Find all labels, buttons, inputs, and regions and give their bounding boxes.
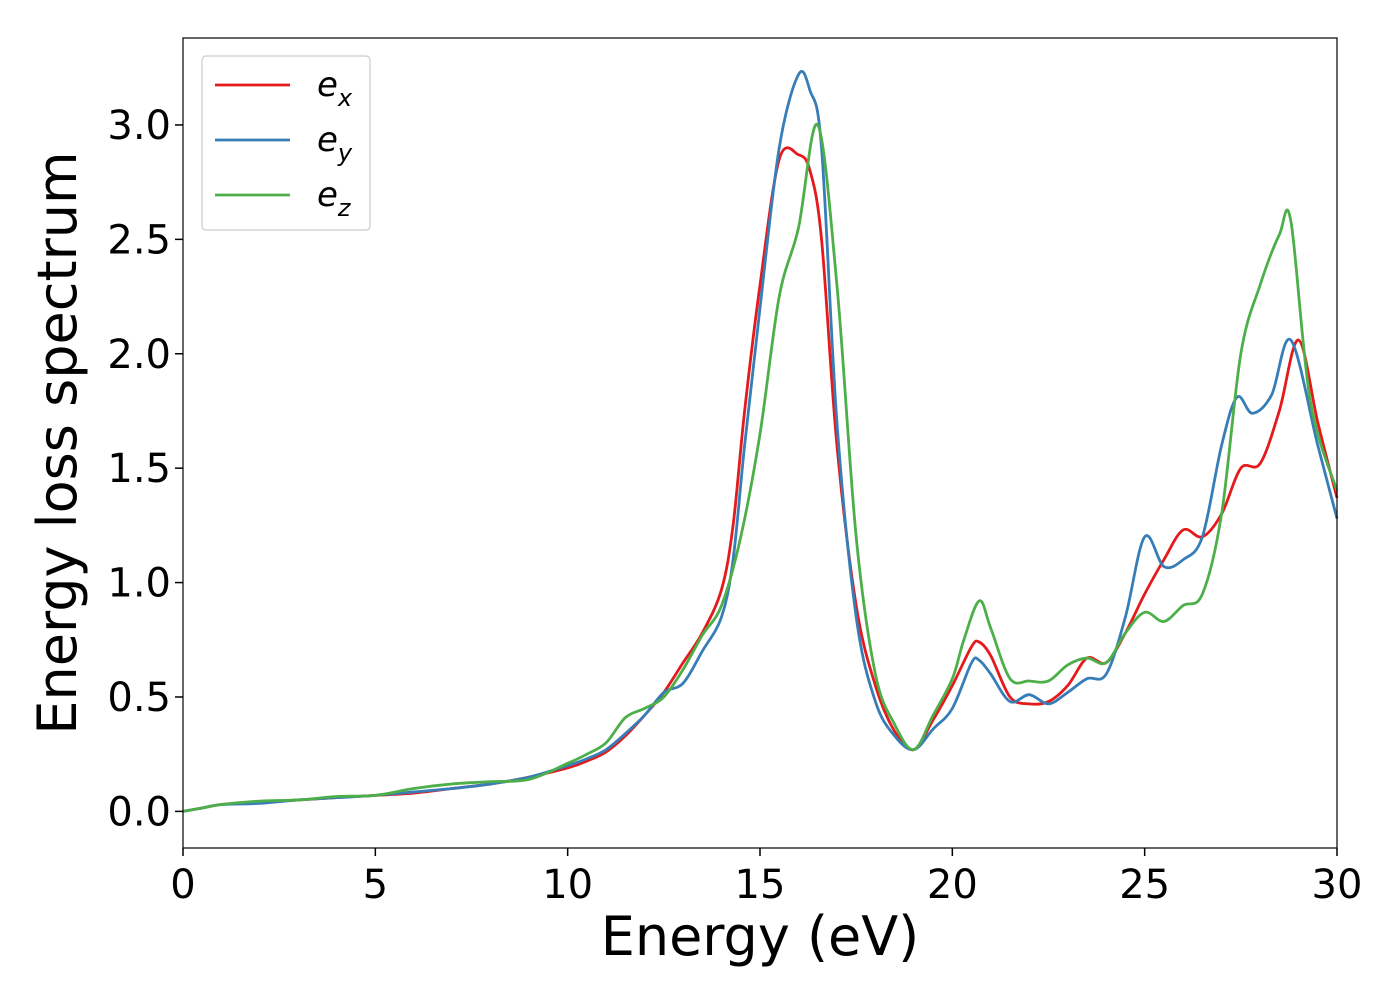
- legend-box: [201, 55, 371, 231]
- y-tick-label: 1.5: [107, 446, 171, 492]
- x-tick-label: 10: [542, 862, 593, 908]
- y-axis-label: Energy loss spectrum: [26, 151, 89, 734]
- y-tick-label: 2.0: [107, 332, 171, 378]
- x-tick-label: 5: [363, 862, 388, 908]
- plot-area: [183, 38, 1337, 848]
- x-axis-ticks: 0 5 10 15 20 25 30: [170, 848, 1362, 908]
- y-tick-label: 1.0: [107, 561, 171, 607]
- x-tick-label: 30: [1312, 862, 1363, 908]
- x-tick-label: 15: [735, 862, 786, 908]
- x-tick-label: 0: [170, 862, 195, 908]
- y-tick-label: 0.5: [107, 675, 171, 721]
- series-line-ez: [182, 123, 1339, 813]
- y-tick-label: 2.5: [107, 217, 171, 263]
- x-tick-label: 25: [1119, 862, 1170, 908]
- series-line-ey: [182, 69, 1339, 813]
- x-tick-label: 20: [927, 862, 978, 908]
- y-axis-ticks: 0.0 0.5 1.0 1.5 2.0 2.5 3.0: [107, 103, 183, 835]
- series-layer: [182, 69, 1339, 813]
- y-tick-label: 3.0: [107, 103, 171, 149]
- y-tick-label: 0.0: [107, 789, 171, 835]
- x-axis-label: Energy (eV): [601, 905, 920, 968]
